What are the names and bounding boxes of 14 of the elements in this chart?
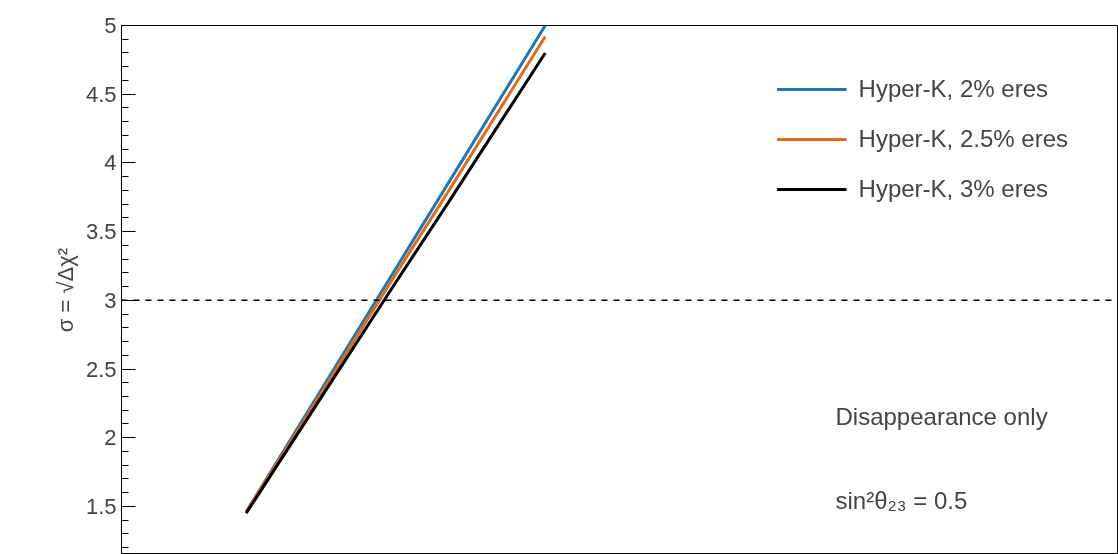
annotation: Disappearance only bbox=[835, 402, 1048, 430]
y-axis-title: σ = √Δχ² bbox=[52, 247, 78, 333]
y-tick-label: 1.5 bbox=[85, 493, 117, 519]
y-tick-label: 4 bbox=[104, 150, 117, 176]
legend-label: Hyper-K, 2% eres bbox=[858, 75, 1048, 103]
y-tick-label: 4.5 bbox=[85, 81, 117, 107]
y-tick-label: 5 bbox=[104, 13, 117, 38]
legend-label: Hyper-K, 2.5% eres bbox=[858, 125, 1068, 153]
annotation: sin²θ₂₃ = 0.5 bbox=[835, 486, 968, 514]
y-tick-label: 2 bbox=[104, 425, 117, 451]
y-tick-label: 3.5 bbox=[85, 219, 117, 245]
legend-label: Hyper-K, 3% eres bbox=[858, 175, 1048, 203]
y-tick-label: 2.5 bbox=[85, 356, 117, 382]
y-tick-label: 3 bbox=[104, 287, 117, 313]
